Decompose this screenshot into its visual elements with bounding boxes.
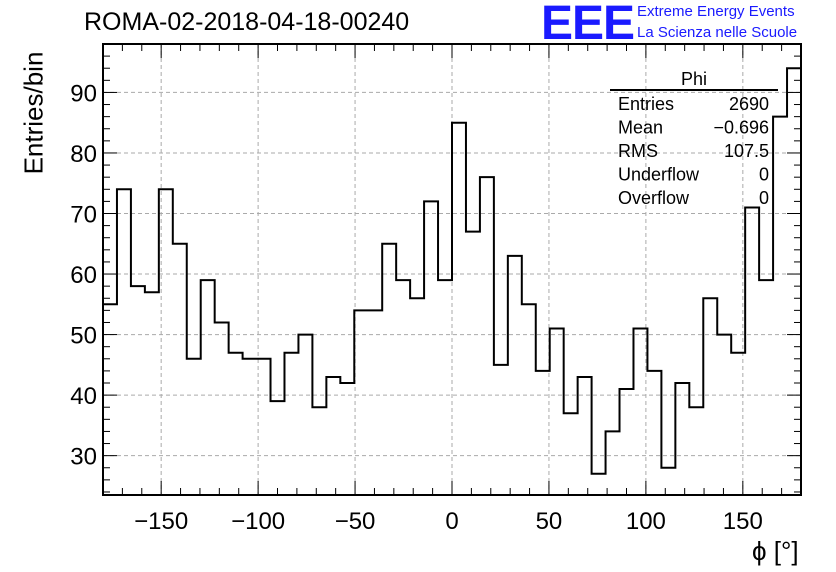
histogram-bin — [131, 286, 145, 495]
y-tick-label: 30 — [70, 444, 97, 471]
histogram-bin — [103, 304, 117, 495]
histogram-bin — [187, 359, 201, 495]
histogram-bin — [424, 201, 438, 495]
y-tick-label: 50 — [70, 323, 97, 350]
histogram-bin — [606, 431, 620, 495]
histogram-bin — [550, 329, 564, 495]
histogram-bin — [717, 335, 731, 495]
histogram-bin — [522, 304, 536, 495]
y-tick-label: 80 — [70, 141, 97, 168]
histogram-bin — [173, 244, 187, 495]
histogram-bin — [494, 365, 508, 495]
histogram-bin — [271, 401, 285, 495]
histogram-bin — [215, 322, 229, 495]
histogram-bin — [773, 117, 787, 495]
histogram-bin — [675, 383, 689, 495]
histogram-bin — [759, 280, 773, 495]
histogram-bin — [326, 377, 340, 495]
histogram-step-line — [102, 67, 802, 495]
histogram-bin — [564, 413, 578, 495]
histogram-bin — [480, 177, 494, 495]
y-tick-label: 60 — [70, 262, 97, 289]
histogram-bin — [284, 353, 298, 495]
stats-row-label: Overflow — [618, 188, 690, 208]
stats-row-value: 0 — [759, 188, 769, 208]
stats-row-value: 0 — [759, 165, 769, 185]
x-tick-label: 0 — [445, 508, 458, 535]
histogram-bin — [368, 310, 382, 495]
histogram-bin — [647, 371, 661, 495]
histogram-bin — [536, 371, 550, 495]
stats-row-label: Underflow — [618, 165, 700, 185]
stats-row-value: −0.696 — [713, 118, 769, 138]
stats-box: Phi Entries 2690 Mean −0.696 RMS 107.5 Underflo… — [610, 69, 778, 208]
histogram-bin — [731, 353, 745, 495]
histogram-bin — [689, 407, 703, 495]
x-tick-label: 50 — [536, 508, 563, 535]
histogram-bin — [578, 377, 592, 495]
stats-row-value: 107.5 — [724, 141, 769, 161]
histogram-bin — [243, 359, 257, 495]
histogram-bin — [382, 244, 396, 495]
histogram-bin — [354, 310, 368, 495]
x-tick-label: −50 — [335, 508, 376, 535]
histogram-bin — [229, 353, 243, 495]
stats-row-label: Mean — [618, 118, 663, 138]
histogram-bin — [298, 335, 312, 495]
histogram-bin — [396, 280, 410, 495]
logo-subtitle-line2: La Scienza nelle Scuole — [637, 24, 798, 41]
y-tick-label: 90 — [70, 80, 97, 107]
histogram-bin — [145, 292, 159, 495]
histogram-bin — [452, 123, 466, 495]
histogram-bin — [620, 389, 634, 495]
x-tick-label: −150 — [134, 508, 188, 535]
y-tick-labels: 30 40 50 60 70 80 90 — [70, 80, 97, 470]
histogram-bin — [633, 329, 647, 495]
stats-row-label: Entries — [618, 94, 674, 114]
x-axis-label: ϕ [°] — [752, 536, 799, 566]
histogram-bin — [508, 256, 522, 495]
eee-logo: EEE — [541, 0, 635, 50]
histogram-bin — [410, 298, 424, 495]
histogram-bin — [745, 207, 759, 495]
logo-subtitle-line1: Extreme Energy Events — [637, 3, 795, 20]
run-title: ROMA-02-2018-04-18-00240 — [84, 8, 410, 36]
histogram-bin — [438, 280, 452, 495]
stats-row-label: RMS — [618, 141, 658, 161]
histogram-bins — [103, 68, 801, 495]
histogram-bin — [703, 298, 717, 495]
x-tick-label: 100 — [626, 508, 666, 535]
x-tick-label: 150 — [723, 508, 763, 535]
x-tick-label: −100 — [231, 508, 285, 535]
y-tick-label: 40 — [70, 383, 97, 410]
histogram-bin — [257, 359, 271, 495]
stats-row-value: 2690 — [729, 94, 769, 114]
histogram-bin — [661, 468, 675, 495]
histogram-bin — [592, 474, 606, 495]
histogram-bin — [117, 189, 131, 495]
histogram-bin — [340, 383, 354, 495]
histogram-bin — [466, 232, 480, 495]
histogram-bin — [159, 189, 173, 495]
y-tick-label: 70 — [70, 202, 97, 229]
axis-ticks — [102, 43, 802, 495]
histogram-bin — [312, 407, 326, 495]
x-tick-labels: −150 −100 −50 0 50 100 150 — [134, 508, 763, 535]
stats-title: Phi — [681, 69, 707, 89]
histogram-bin — [201, 280, 215, 495]
